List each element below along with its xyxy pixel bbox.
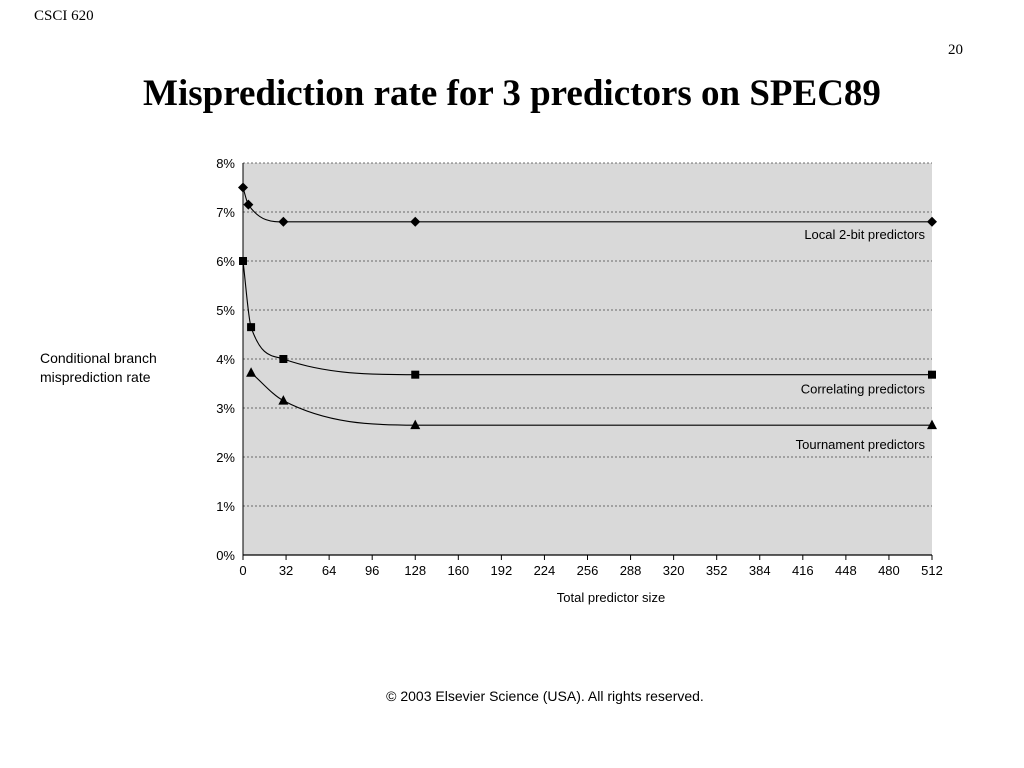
slide-number: 20 (948, 42, 963, 58)
x-tick-label: 128 (404, 563, 426, 578)
data-point-square (239, 257, 247, 265)
x-tick-label: 0 (239, 563, 246, 578)
y-tick-label: 1% (216, 499, 235, 514)
data-point-diamond (410, 216, 421, 227)
data-point-square (411, 370, 420, 379)
x-tick-label: 352 (706, 563, 728, 578)
series-label: Local 2-bit predictors (804, 227, 925, 242)
y-tick-label: 6% (216, 254, 235, 269)
series-label: Correlating predictors (801, 382, 926, 397)
x-tick-label: 288 (620, 563, 642, 578)
y-tick-label: 0% (216, 548, 235, 563)
x-tick-label: 160 (447, 563, 469, 578)
data-point-diamond (278, 216, 289, 227)
y-tick-label: 2% (216, 450, 235, 465)
course-label: CSCI 620 (34, 8, 94, 24)
data-point-diamond (238, 182, 248, 193)
data-point-triangle (278, 395, 289, 405)
series-labels: Local 2-bit predictors Correlating predic… (796, 227, 926, 452)
copyright-notice: © 2003 Elsevier Science (USA). All right… (386, 688, 704, 704)
y-tick-label: 5% (216, 303, 235, 318)
x-tick-label: 32 (279, 563, 293, 578)
x-tick-label: 96 (365, 563, 379, 578)
x-tick-label: 192 (491, 563, 513, 578)
x-tick-label: 320 (663, 563, 685, 578)
x-tick-label: 448 (835, 563, 857, 578)
data-point-triangle (410, 419, 421, 430)
data-point-square (247, 323, 256, 332)
x-tick-label: 64 (322, 563, 336, 578)
axis-ticks: 0% 1% 2% 3% 4% 5% 6% 7% 8% 0 32 64 96 128 160 192 224 256… (216, 156, 943, 578)
data-point-triangle (246, 367, 257, 377)
y-tick-label: 4% (216, 352, 235, 367)
y-axis-label: Conditional branch misprediction rate (40, 349, 157, 387)
y-tick-label: 3% (216, 401, 235, 416)
series-markers (238, 182, 937, 430)
data-point-diamond (927, 216, 937, 227)
y-tick-label: 7% (216, 205, 235, 220)
slide-title: Misprediction rate for 3 predictors on S… (143, 73, 881, 114)
x-axis-label: Total predictor size (557, 590, 665, 605)
y-axis-label-line-2: misprediction rate (40, 369, 151, 385)
data-point-diamond (243, 199, 254, 210)
y-tick-label: 8% (216, 156, 235, 171)
x-tick-label: 512 (921, 563, 943, 578)
x-tick-label: 224 (534, 563, 556, 578)
data-point-square (279, 355, 288, 363)
plot-area (242, 162, 932, 556)
data-point-triangle (927, 419, 937, 430)
series-label: Tournament predictors (796, 437, 926, 452)
data-point-square (928, 370, 936, 379)
y-axis-label-line-1: Conditional branch (40, 350, 157, 366)
x-tick-label: 416 (792, 563, 814, 578)
x-tick-label: 256 (577, 563, 599, 578)
x-tick-label: 480 (878, 563, 900, 578)
x-tick-label: 384 (749, 563, 771, 578)
